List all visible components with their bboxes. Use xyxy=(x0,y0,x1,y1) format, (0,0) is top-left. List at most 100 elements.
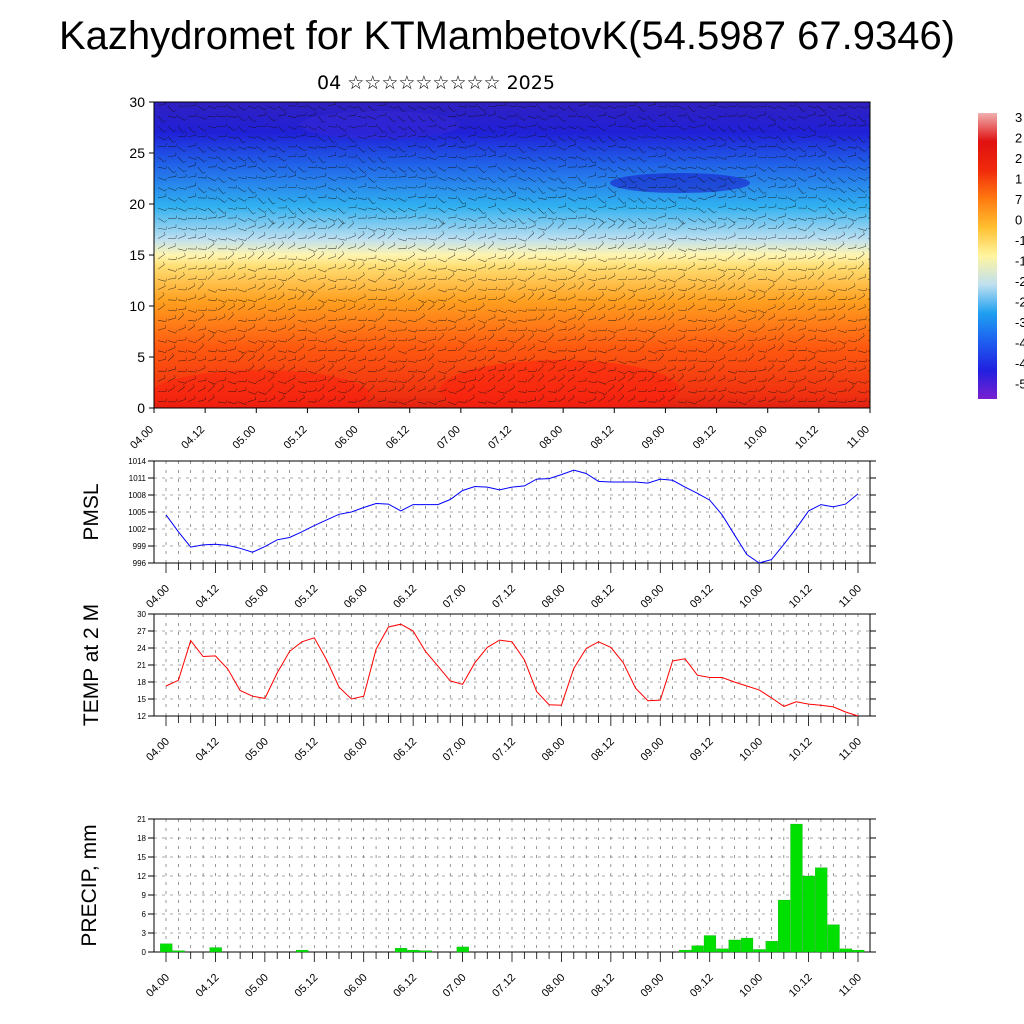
wind-barb-flag xyxy=(574,272,576,276)
wind-barb xyxy=(297,338,306,341)
wind-barb-flag xyxy=(725,216,728,220)
wind-barb-flag xyxy=(865,390,868,394)
wind-barb-flag xyxy=(773,344,776,348)
wind-barb xyxy=(407,274,415,280)
wind-barb xyxy=(567,268,576,273)
wind-barb xyxy=(357,398,366,403)
wind-barb xyxy=(747,258,756,261)
wind-barb xyxy=(227,105,235,111)
wind-barb-flag xyxy=(424,385,426,389)
wind-barb-flag xyxy=(625,337,627,341)
wind-barb xyxy=(277,294,285,301)
wind-barb-flag xyxy=(845,164,847,168)
ytick-label: 999 xyxy=(133,542,147,551)
wind-barb-flag xyxy=(465,380,468,384)
wind-barb xyxy=(377,336,386,341)
wind-barb xyxy=(687,228,696,231)
wind-barb-flag xyxy=(202,171,206,174)
wind-barb xyxy=(817,330,826,333)
wind-barb-flag xyxy=(655,246,657,250)
wind-barb-flag xyxy=(334,209,338,212)
wind-barb xyxy=(417,278,426,280)
wind-barb xyxy=(847,340,856,343)
wind-barb xyxy=(347,357,356,362)
wind-barb xyxy=(267,197,274,205)
wind-barb-flag xyxy=(344,128,347,131)
wind-barb-flag xyxy=(615,297,618,301)
wind-barb xyxy=(317,304,325,311)
wind-barb xyxy=(827,315,835,321)
wind-barb-flag xyxy=(203,190,207,194)
wind-barb xyxy=(577,177,584,184)
wind-barb xyxy=(647,155,656,158)
wind-barb xyxy=(337,177,346,180)
wind-barb xyxy=(407,288,416,290)
wind-barb-flag xyxy=(425,144,427,148)
wind-barb xyxy=(377,234,386,239)
wind-barb-flag xyxy=(854,178,858,182)
wind-barb-flag xyxy=(613,190,617,194)
wind-barb xyxy=(757,350,766,353)
wind-barb-flag xyxy=(624,158,627,162)
wind-barb xyxy=(187,175,196,178)
wind-barb-flag xyxy=(535,103,537,107)
wind-barb xyxy=(767,346,776,352)
wind-barb-flag xyxy=(505,125,508,129)
wind-barb xyxy=(647,304,655,311)
wind-barb-flag xyxy=(634,199,637,203)
wind-barb-flag xyxy=(714,210,717,214)
wind-barb-flag xyxy=(613,161,616,164)
wind-barb xyxy=(767,257,776,260)
wind-barb-flag xyxy=(245,219,248,222)
wind-barb-flag xyxy=(465,187,468,191)
wind-barb xyxy=(717,166,726,170)
wind-barb xyxy=(287,274,295,280)
wind-barb-flag xyxy=(375,318,378,322)
wind-barb-flag xyxy=(431,352,435,356)
wind-barb-flag xyxy=(554,188,558,192)
wind-barb-flag xyxy=(675,279,678,283)
wind-barb-flag xyxy=(593,139,597,143)
wind-barb-flag xyxy=(345,390,348,394)
wind-barb xyxy=(857,400,866,403)
wind-barb-flag xyxy=(615,174,617,179)
wind-barb xyxy=(347,187,355,194)
wind-barb xyxy=(317,299,326,303)
wind-barb-flag xyxy=(585,400,588,404)
wind-barb-flag xyxy=(743,139,747,143)
wind-barb xyxy=(527,399,536,403)
wind-barb xyxy=(677,156,686,161)
wind-barb xyxy=(167,187,176,191)
wind-barb xyxy=(487,187,496,192)
xtick-label: 07.00 xyxy=(441,736,469,764)
wind-barb-flag xyxy=(845,399,847,403)
wind-barb xyxy=(667,396,675,403)
wind-barb-flag xyxy=(773,313,776,317)
wind-barb-flag xyxy=(233,302,236,306)
wind-barb-flag xyxy=(695,125,698,129)
wind-barb-flag xyxy=(455,247,458,251)
wind-barb xyxy=(457,316,466,321)
wind-barb-flag xyxy=(795,217,798,221)
wind-barb-flag xyxy=(693,293,696,297)
colorbar-label: 2 xyxy=(1015,131,1022,146)
wind-barb xyxy=(257,315,266,321)
wind-barb-flag xyxy=(533,343,535,347)
wind-barb xyxy=(367,326,376,331)
wind-barb xyxy=(477,366,485,372)
wind-barb xyxy=(737,285,746,290)
wind-barb xyxy=(197,335,205,341)
wind-barb-flag xyxy=(474,313,476,317)
wind-barb xyxy=(257,266,266,270)
wind-barb xyxy=(387,177,397,179)
heatmap-area xyxy=(154,102,870,408)
wind-barb-flag xyxy=(765,143,767,147)
wind-barb xyxy=(697,319,706,322)
wind-barb xyxy=(437,177,446,181)
wind-barb-flag xyxy=(184,169,187,173)
wind-barb xyxy=(337,357,346,362)
wind-barb xyxy=(817,207,826,209)
wind-barb xyxy=(817,146,824,153)
wind-barb xyxy=(207,105,216,109)
wind-barb-flag xyxy=(535,368,537,372)
